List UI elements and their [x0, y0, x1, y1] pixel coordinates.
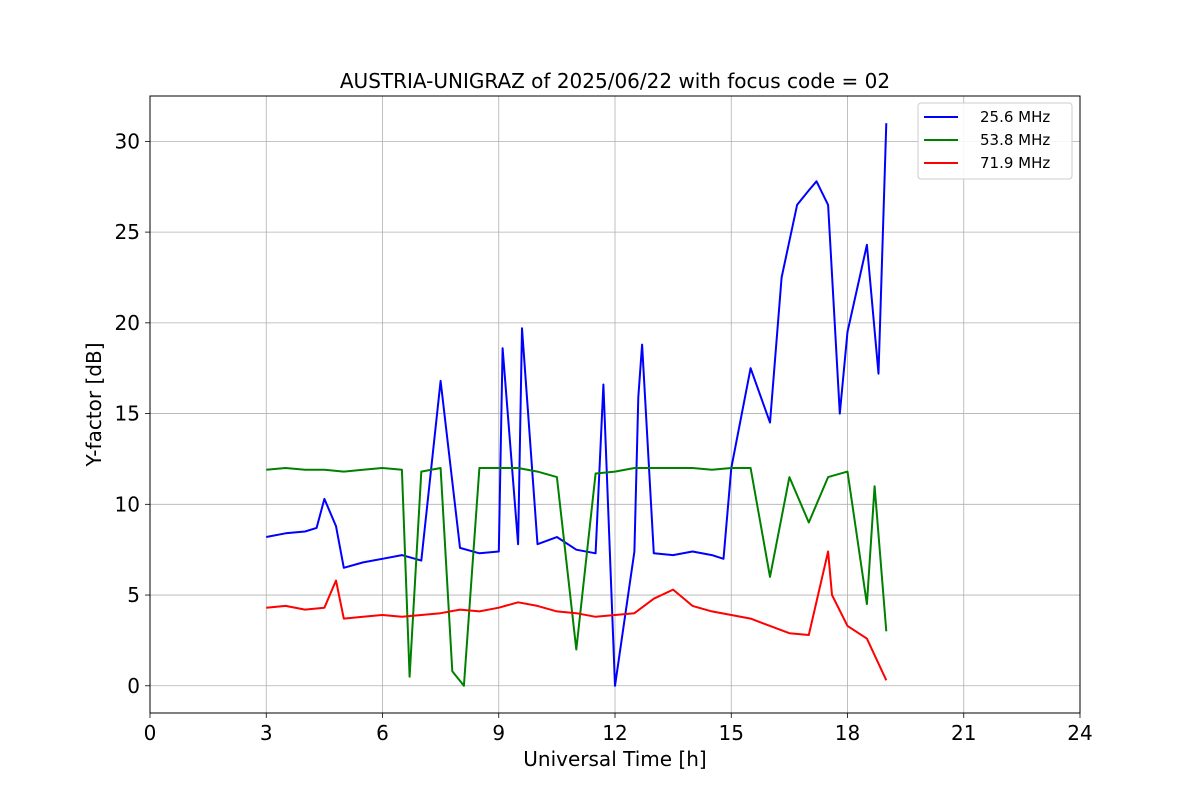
y-tick-label: 0 — [127, 674, 140, 698]
y-tick-label: 20 — [115, 311, 140, 335]
y-tick-label: 30 — [115, 129, 140, 153]
series-line-2 — [266, 467, 888, 687]
legend-box — [917, 102, 1073, 180]
ticks: 0 3 6 9 12 15 18 21 24 0 5 10 15 20 25 30 — [115, 129, 1093, 745]
x-tick-label: 9 — [492, 721, 505, 745]
x-tick-label: 18 — [835, 721, 860, 745]
series-layer — [266, 123, 888, 687]
y-tick-label: 25 — [115, 220, 140, 244]
series-line-3 — [266, 550, 888, 681]
x-tick-label: 24 — [1067, 721, 1092, 745]
y-tick-label: 5 — [127, 583, 140, 607]
x-tick-label: 15 — [719, 721, 744, 745]
legend-label: 53.8 MHz — [980, 131, 1050, 149]
x-tick-label: 12 — [602, 721, 627, 745]
x-tick-label: 0 — [144, 721, 157, 745]
legend-label: 71.9 MHz — [980, 154, 1050, 172]
x-tick-label: 6 — [376, 721, 389, 745]
y-axis-title: Y-factor [dB] — [82, 342, 106, 467]
legend-label: 25.6 MHz — [980, 108, 1050, 126]
x-axis-title: Universal Time [h] — [523, 747, 706, 771]
x-tick-label: 3 — [260, 721, 273, 745]
x-tick-label: 21 — [951, 721, 976, 745]
y-tick-label: 10 — [115, 492, 140, 516]
y-tick-label: 15 — [115, 402, 140, 426]
chart-title: AUSTRIA-UNIGRAZ of 2025/06/22 with focus… — [340, 69, 890, 93]
legend: 25.6 MHz 53.8 MHz 71.9 MHz — [917, 102, 1073, 180]
series-line-1 — [266, 123, 888, 687]
